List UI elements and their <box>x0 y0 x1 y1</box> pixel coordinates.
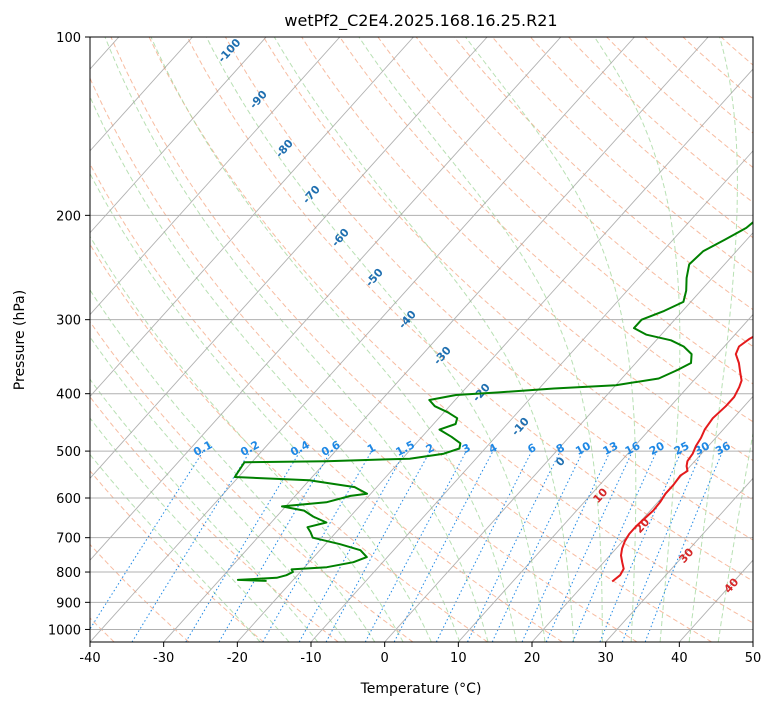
mixing-ratio-line <box>644 450 724 642</box>
dry-adiabat <box>90 243 488 642</box>
moist-adiabat <box>273 37 575 642</box>
isotherm <box>605 477 753 642</box>
dry-adiabat <box>262 37 753 501</box>
dry-adiabat <box>186 37 753 582</box>
moist-adiabat <box>205 37 546 642</box>
y-axis-title: Pressure (hPa) <box>12 290 28 390</box>
dry-adiabat <box>90 76 638 642</box>
plot-frame <box>89 36 754 643</box>
dewpoint-profile-line <box>233 220 753 582</box>
moist-adiabat <box>358 37 603 642</box>
isotherm <box>90 37 414 398</box>
mixing-ratio-line <box>90 450 204 630</box>
mixing-ratio-line <box>599 450 682 642</box>
x-tick-label: -40 <box>79 651 100 666</box>
moist-adiabat <box>594 37 681 642</box>
temperature-profile-line <box>611 335 753 583</box>
moist-adiabat <box>90 95 461 642</box>
mixing-ratio-line <box>572 450 658 642</box>
dry-adiabat <box>766 10 775 642</box>
x-tick-label: 40 <box>671 651 688 666</box>
x-axis: -40 -30 -20 -10 0 10 20 30 40 50 <box>79 642 761 666</box>
mixing-ratio-label: 10 <box>573 439 593 458</box>
isotherm <box>90 37 635 642</box>
dry-adiabat <box>453 37 753 311</box>
dry-adiabat <box>110 37 712 642</box>
mixing-ratio-line <box>435 450 533 642</box>
y-tick-label: 400 <box>56 388 81 403</box>
y-axis: 100 200 300 400 500 600 700 800 900 1000 <box>48 31 90 638</box>
isotherm <box>90 37 562 561</box>
moist-adiabat <box>465 37 637 642</box>
y-tick-label: 300 <box>56 314 81 329</box>
y-tick-label: 600 <box>56 492 81 507</box>
mixing-ratio-label: 36 <box>713 439 733 458</box>
mixing-ratio-label: 20 <box>647 439 667 458</box>
dry-adiabat <box>224 37 753 541</box>
mixing-ratio-label: 16 <box>623 439 643 458</box>
mixing-ratio-line <box>621 450 703 642</box>
x-tick-label: 10 <box>450 651 467 666</box>
y-tick-label: 1000 <box>48 623 81 638</box>
x-tick-label: -20 <box>227 651 248 666</box>
isotherm <box>752 641 753 642</box>
y-tick-label: 500 <box>56 445 81 460</box>
mixing-ratio-label: 13 <box>601 439 621 458</box>
mixing-ratio-label: 25 <box>672 439 692 458</box>
moist-adiabat <box>90 453 261 642</box>
y-tick-label: 900 <box>56 596 81 611</box>
mixing-ratio-line <box>325 450 431 642</box>
moist-adiabat <box>150 37 517 642</box>
x-tick-label: 30 <box>597 651 614 666</box>
isotherm <box>531 395 753 642</box>
moist-adiabat <box>90 172 432 642</box>
y-tick-label: 100 <box>56 31 81 46</box>
x-tick-label: -10 <box>300 651 321 666</box>
moist-adiabat <box>90 235 404 642</box>
chart-title: wetPf2_C2E4.2025.168.16.25.R21 <box>284 11 557 31</box>
moist-adiabat <box>717 430 753 642</box>
x-tick-label: -30 <box>153 651 174 666</box>
moist-adiabat <box>90 417 290 642</box>
isotherm <box>310 150 753 642</box>
moist-adiabat <box>90 378 319 642</box>
isotherm <box>163 37 709 642</box>
dry-adiabat <box>90 396 339 642</box>
x-axis-title: Temperature (°C) <box>360 681 482 697</box>
isotherm <box>90 37 267 234</box>
isotherm <box>384 232 753 642</box>
x-tick-label: 50 <box>745 651 762 666</box>
dry-adiabat <box>90 470 264 642</box>
mixing-ratio-line <box>545 450 633 642</box>
series-layer <box>233 220 753 583</box>
moist-adiabat <box>104 37 489 642</box>
dry-adiabat <box>301 37 753 462</box>
mixing-ratio-line <box>364 450 467 642</box>
y-tick-label: 200 <box>56 209 81 224</box>
isotherm <box>90 37 488 479</box>
plot-background <box>90 37 753 642</box>
moist-adiabat <box>90 289 376 642</box>
dry-adiabat <box>148 37 753 624</box>
y-tick-label: 700 <box>56 532 81 547</box>
dry-adiabat <box>415 37 753 348</box>
x-tick-label: 20 <box>524 651 541 666</box>
moist-adiabat <box>688 37 738 642</box>
isotherm <box>90 37 341 316</box>
y-tick-label: 800 <box>56 566 81 581</box>
x-tick-label: 0 <box>381 651 389 666</box>
dry-adiabat <box>339 37 753 423</box>
isotherm <box>90 37 193 152</box>
mixing-ratio-line <box>131 450 251 642</box>
dry-adiabat <box>90 163 563 642</box>
dry-adiabat <box>90 320 414 642</box>
isotherm <box>457 313 753 642</box>
